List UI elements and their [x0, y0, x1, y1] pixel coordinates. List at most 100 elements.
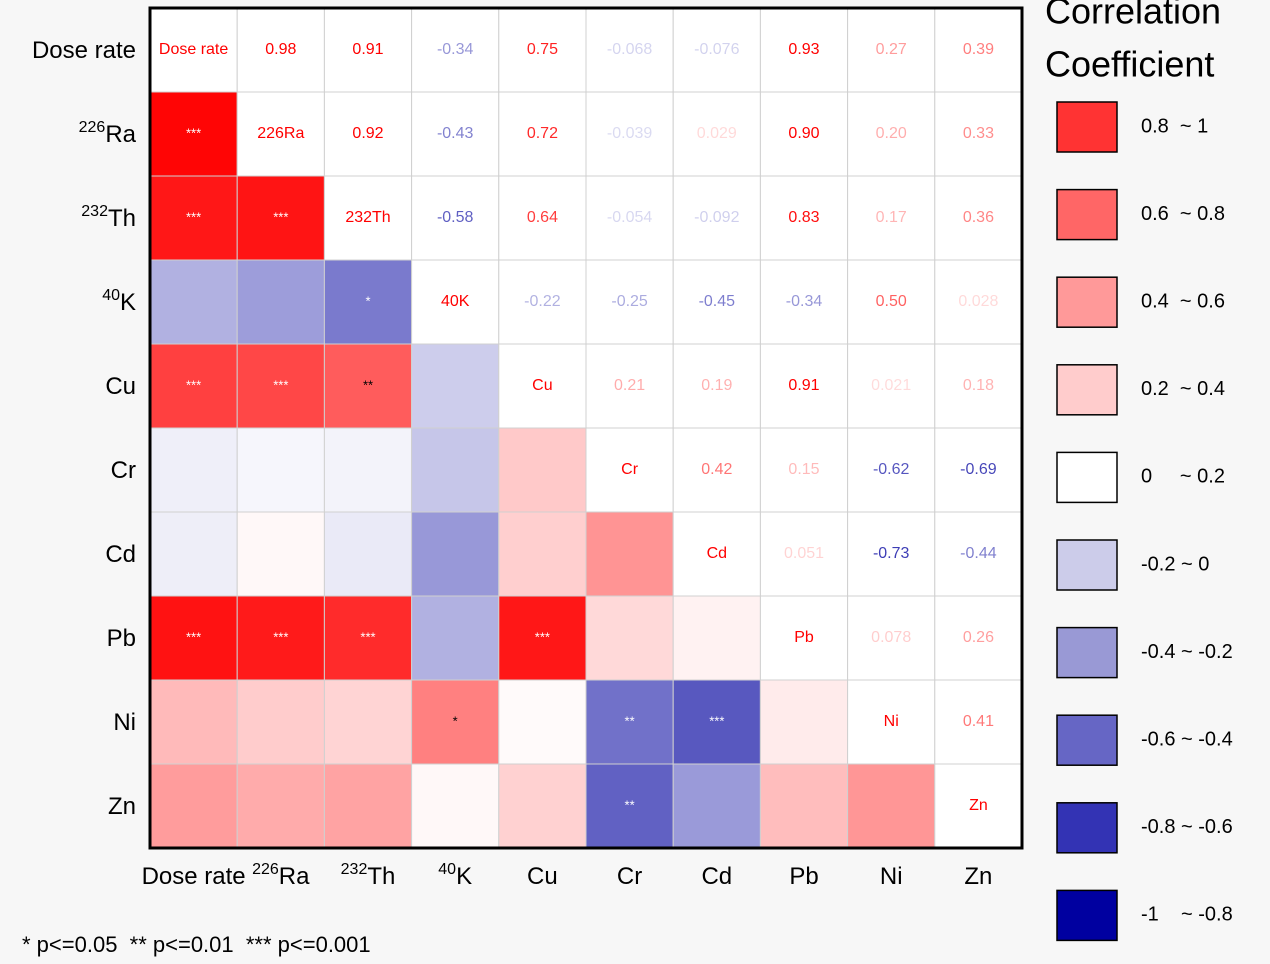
cell [411, 763, 500, 849]
diagonal-label: Pb [794, 629, 814, 646]
label-text: Ni [113, 709, 136, 736]
cell [934, 427, 1023, 513]
column-label: Pb [789, 863, 818, 890]
cell [236, 91, 325, 177]
label-text: Ni [880, 863, 903, 890]
row-label: 232Th [81, 203, 136, 232]
label-text: Cr [111, 457, 136, 484]
cell [498, 763, 587, 849]
value-label: -0.039 [607, 125, 652, 142]
diagonal-label: Ni [884, 713, 899, 730]
cell [411, 91, 500, 177]
value-label: 0.75 [527, 41, 558, 58]
cell [149, 763, 238, 849]
legend-label: 0 ~ 0.2 [1141, 466, 1225, 488]
label-text: Ra [279, 863, 310, 890]
cell [759, 427, 849, 513]
diagonal-label: Cd [707, 545, 727, 562]
label-text: Cd [105, 541, 136, 568]
cell [759, 511, 849, 597]
cell [411, 7, 500, 93]
cell [759, 679, 849, 765]
legend-label: -0.2 ~ 0 [1141, 553, 1209, 575]
cell [847, 763, 936, 849]
significance-stars: *** [535, 629, 550, 644]
diagonal-label: Dose rate [159, 41, 228, 58]
diagonal-label: Cu [532, 377, 552, 394]
significance-stars: *** [273, 377, 288, 392]
value-label: 0.21 [614, 377, 645, 394]
row-label: 226Ra [79, 119, 137, 148]
value-label: -0.44 [960, 545, 997, 562]
diagonal-label: 232Th [345, 209, 390, 226]
cell [323, 175, 413, 261]
cell [672, 343, 761, 429]
label-text: Th [108, 205, 136, 232]
value-label: 0.029 [697, 125, 737, 142]
cell [236, 679, 325, 765]
cell [498, 427, 587, 513]
cell [411, 343, 500, 429]
label-text: Cu [105, 373, 136, 400]
label-superscript: 40 [438, 861, 456, 878]
significance-stars: *** [186, 125, 201, 140]
legend-swatch [1056, 364, 1118, 416]
significance-stars: *** [709, 713, 724, 728]
matrix-border [148, 6, 1024, 850]
value-label: -0.092 [694, 209, 739, 226]
legend-swatch [1056, 889, 1118, 942]
cell [498, 595, 587, 681]
value-label: -0.076 [694, 41, 739, 58]
column-label: Cr [617, 863, 642, 890]
cell [498, 175, 587, 261]
value-label: -0.054 [607, 209, 652, 226]
cell [149, 175, 238, 261]
column-label: Cu [527, 863, 558, 890]
cell [498, 91, 587, 177]
cell [585, 91, 674, 177]
cell [759, 259, 849, 345]
cell [411, 595, 500, 681]
value-label: -0.34 [786, 293, 823, 310]
significance-stars: ** [625, 713, 635, 728]
row-label: Cu [105, 373, 136, 400]
column-label: Dose rate [142, 863, 246, 890]
significance-stars: *** [273, 629, 288, 644]
cell [847, 175, 936, 261]
column-label: Ni [880, 863, 903, 890]
label-text: Pb [789, 863, 818, 890]
cell [411, 511, 500, 597]
legend-swatch [1056, 714, 1118, 766]
cell [585, 595, 674, 681]
significance-stars: ** [363, 377, 373, 392]
legend-title: Correlation [1045, 0, 1221, 32]
diagonal-label: Zn [969, 797, 988, 814]
legend-swatch [1056, 276, 1118, 328]
label-text: Ra [105, 121, 136, 148]
footnote: * p<=0.05 ** p<=0.01 *** p<=0.001 [22, 932, 371, 957]
legend-label: -0.4 ~ -0.2 [1141, 641, 1233, 663]
significance-stars: *** [360, 629, 375, 644]
cell [411, 175, 500, 261]
value-label: 0.051 [784, 545, 824, 562]
label-text: Cd [701, 863, 732, 890]
column-label: 40K [438, 861, 472, 890]
row-label: Cr [111, 457, 136, 484]
cell [236, 427, 325, 513]
column-label: Cd [701, 863, 732, 890]
cell [236, 763, 325, 849]
cell [149, 427, 238, 513]
cell [847, 343, 936, 429]
legend-label: 0.6 ~ 0.8 [1141, 203, 1225, 225]
cell [323, 679, 413, 765]
cell [149, 7, 238, 93]
row-label: Zn [108, 793, 136, 820]
cell [149, 511, 238, 597]
legend-swatch [1056, 101, 1118, 153]
cell [323, 595, 413, 681]
legend-label: 0.2 ~ 0.4 [1141, 378, 1225, 400]
column-label: 226Ra [252, 861, 310, 890]
value-label: 0.20 [876, 125, 907, 142]
